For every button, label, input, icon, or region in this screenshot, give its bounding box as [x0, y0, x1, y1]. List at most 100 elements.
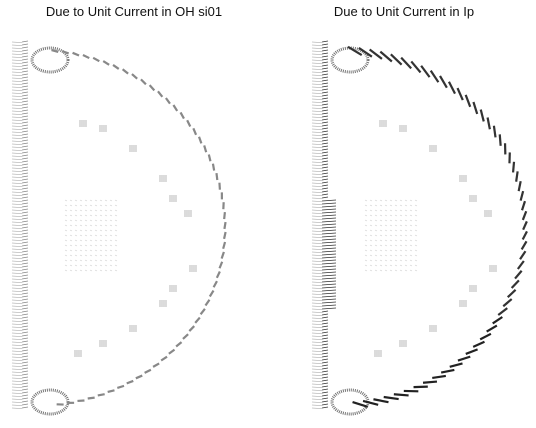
- field-arrow: [22, 272, 28, 273]
- field-arrow: [12, 300, 22, 301]
- field-arrow: [213, 164, 214, 171]
- field-arrow: [100, 260, 102, 261]
- field-arrow: [322, 269, 336, 270]
- field-arrow: [322, 308, 336, 309]
- field-arrow: [12, 276, 22, 277]
- field-arrow: [322, 341, 328, 342]
- field-arrow: [466, 349, 478, 354]
- field-arrow: [312, 141, 322, 142]
- field-arrow: [385, 270, 387, 271]
- field-arrow: [12, 108, 22, 109]
- field-arrow: [322, 404, 328, 405]
- field-arrow: [312, 153, 322, 154]
- field-arrow: [375, 230, 377, 231]
- field-arrow: [415, 255, 417, 256]
- field-arrow: [70, 255, 72, 256]
- field-arrow: [80, 250, 82, 251]
- field-arrow: [322, 377, 328, 378]
- field-arrow: [70, 220, 72, 221]
- field-arrow: [322, 206, 336, 207]
- field-arrow: [22, 281, 28, 282]
- field-arrow: [522, 201, 525, 210]
- field-arrow: [312, 261, 322, 262]
- field-arrow: [12, 135, 22, 136]
- field-arrow: [12, 78, 22, 79]
- vector-field-panel: [12, 41, 226, 414]
- field-arrow: [22, 218, 28, 219]
- field-arrow: [375, 225, 377, 226]
- field-arrow: [410, 230, 412, 231]
- field-arrow: [80, 205, 82, 206]
- field-arrow: [65, 245, 67, 246]
- field-arrow: [85, 250, 87, 251]
- field-arrow: [217, 272, 220, 278]
- field-arrow: [322, 362, 328, 363]
- field-arrow: [394, 394, 409, 395]
- field-arrow: [518, 261, 524, 269]
- field-arrow: [322, 176, 328, 177]
- field-arrow: [415, 230, 417, 231]
- field-arrow: [12, 153, 22, 154]
- field-arrow: [12, 402, 22, 403]
- field-arrow: [365, 255, 367, 256]
- field-arrow: [95, 265, 97, 266]
- field-arrow: [513, 162, 514, 173]
- field-arrow: [83, 55, 89, 58]
- field-arrow: [370, 240, 372, 241]
- field-arrow: [22, 188, 28, 189]
- field-arrow: [521, 191, 523, 201]
- field-arrow: [80, 255, 82, 256]
- field-arrow: [22, 53, 28, 54]
- field-arrow: [380, 225, 382, 226]
- field-arrow: [22, 365, 28, 366]
- field-arrow: [312, 102, 322, 103]
- field-arrow: [312, 393, 322, 394]
- field-arrow: [90, 255, 92, 256]
- field-arrow: [65, 205, 67, 206]
- field-arrow: [22, 176, 28, 177]
- field-arrow: [322, 311, 328, 312]
- field-arrow: [312, 372, 322, 373]
- field-arrow: [80, 225, 82, 226]
- field-arrow: [132, 74, 137, 79]
- field-arrow: [500, 134, 501, 145]
- field-arrow: [12, 225, 22, 226]
- figure-canvas: Due to Unit Current in OH si01 Due to Un…: [0, 0, 536, 428]
- field-arrow: [312, 312, 322, 313]
- field-arrow: [100, 215, 102, 216]
- field-arrow: [12, 195, 22, 196]
- field-arrow: [322, 50, 328, 51]
- field-arrow: [110, 205, 112, 206]
- field-arrow: [90, 260, 92, 261]
- field-arrow: [312, 348, 322, 349]
- field-arrow: [405, 210, 407, 211]
- field-arrow: [22, 254, 28, 255]
- field-arrow: [380, 210, 382, 211]
- field-arrow: [375, 265, 377, 266]
- field-arrow: [312, 387, 322, 388]
- field-arrow: [401, 58, 411, 69]
- field-arrow: [312, 366, 322, 367]
- field-arrow: [400, 220, 402, 221]
- field-arrow: [115, 205, 117, 206]
- field-arrow: [12, 162, 22, 163]
- field-arrow: [385, 225, 387, 226]
- field-arrow: [90, 265, 92, 266]
- field-arrow: [385, 205, 387, 206]
- field-arrow: [22, 167, 28, 168]
- field-arrow: [353, 402, 368, 407]
- field-arrow: [312, 210, 322, 211]
- field-arrow: [390, 235, 392, 236]
- field-arrow: [65, 260, 67, 261]
- field-arrow: [12, 261, 22, 262]
- field-arrow: [322, 125, 328, 126]
- field-arrow: [395, 270, 397, 271]
- field-arrow: [12, 324, 22, 325]
- field-arrow: [365, 210, 367, 211]
- field-arrow: [322, 227, 336, 228]
- field-arrow: [312, 57, 322, 58]
- figure: Due to Unit Current in OH si01 Due to Un…: [0, 0, 536, 428]
- field-arrow: [95, 260, 97, 261]
- field-arrow: [312, 390, 322, 391]
- field-arrow: [322, 71, 328, 72]
